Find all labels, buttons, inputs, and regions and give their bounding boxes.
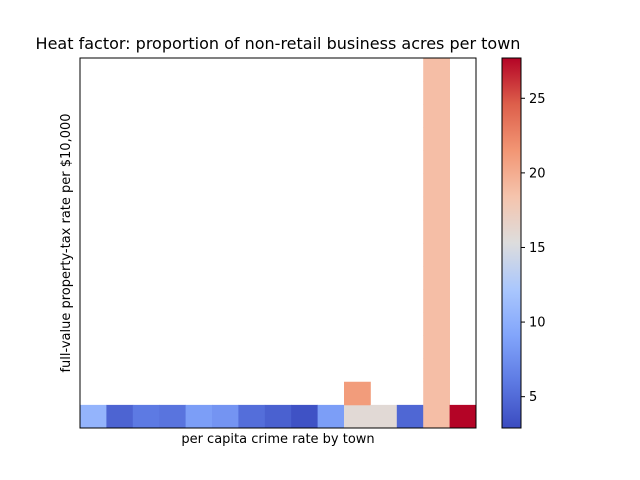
heatmap-cell — [423, 196, 450, 221]
colorbar-tick-label: 10 — [529, 316, 546, 331]
heatmap-cell — [370, 404, 398, 429]
heatmap-cell — [344, 404, 371, 429]
heatmap-cell — [106, 404, 134, 429]
heatmap-cell — [423, 219, 450, 244]
heatmap-cell — [423, 243, 450, 267]
heatmap-cell — [449, 404, 477, 429]
y-axis-label: full-value property-tax rate per $10,000 — [59, 113, 74, 372]
heatmap-cell — [423, 312, 450, 336]
heatmap-cell — [423, 335, 450, 360]
heatmap-cells — [80, 58, 477, 429]
chart-title: Heat factor: proportion of non-retail bu… — [36, 34, 521, 53]
colorbar — [502, 58, 521, 428]
heatmap-cell — [423, 404, 450, 429]
heatmap-cell — [423, 173, 450, 198]
heatmap-cell — [159, 404, 186, 429]
heatmap-cell — [423, 104, 450, 128]
colorbar-ticks: 5 10 15 20 25 — [521, 92, 546, 405]
heatmap-cell — [264, 404, 292, 429]
heatmap-cell — [423, 289, 450, 313]
heatmap-cell — [423, 81, 450, 105]
heatmap-cell — [423, 127, 450, 151]
heatmap-cell — [317, 404, 345, 429]
plot-frame — [79, 57, 477, 429]
heatmap-cell — [80, 404, 107, 429]
heatmap-cell — [423, 266, 450, 290]
heatmap-cell — [291, 404, 318, 429]
colorbar-tick-label: 5 — [529, 390, 537, 405]
heatmap-cell — [185, 404, 213, 429]
heatmap-cell — [423, 358, 450, 383]
colorbar-tick-label: 20 — [529, 166, 546, 181]
x-axis-label: per capita crime rate by town — [181, 432, 374, 447]
heatmap-cell — [423, 381, 450, 406]
heatmap-cell — [423, 150, 450, 175]
heatmap-cell — [238, 404, 266, 429]
heatmap-cell — [423, 58, 450, 82]
heatmap-cell — [344, 381, 371, 406]
heatmap-cell — [396, 404, 424, 429]
heatmap-cell — [132, 404, 160, 429]
colorbar-tick-label: 15 — [529, 241, 546, 256]
heatmap-cell — [212, 404, 239, 429]
colorbar-frame — [501, 57, 522, 429]
colorbar-tick-label: 25 — [529, 92, 546, 107]
